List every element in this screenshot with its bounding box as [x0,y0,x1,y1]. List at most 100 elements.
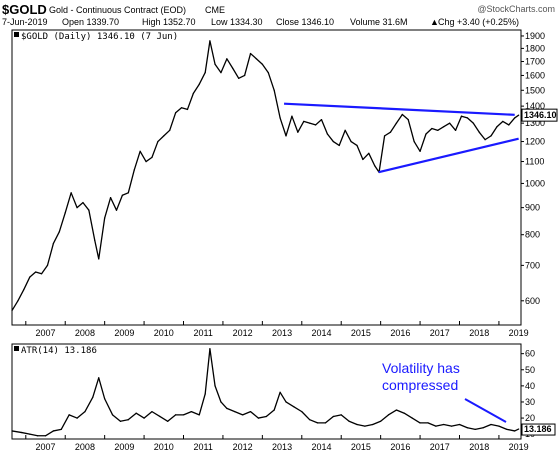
watermark: @StockCharts.com [477,4,555,14]
price-series-segment [297,120,305,133]
atr-series-segment [498,425,508,430]
price-series-segment [238,74,246,79]
price-xtick-label: 2017 [430,328,450,338]
price-series-segment [368,152,376,167]
price-series-segment [261,63,269,74]
price-series-segment [395,113,403,124]
resistance-trendline [283,102,515,116]
atr-series-segment [226,407,236,413]
price-series-segment [303,120,311,124]
atr-series-segment [92,377,100,398]
price-series-segment [378,135,386,173]
price-series-segment [70,192,78,209]
atr-series-segment [466,427,476,430]
price-ytick-label: 1700 [525,57,545,67]
atr-series-segment [257,415,267,419]
price-y-axis: 1900 1800 1700 1600 1500 1400 1300 1200 1100 1000… [521,31,545,306]
atr-series-segment [241,410,252,416]
atr-series-segment [450,423,461,427]
quote-change: Chg +3.40 (+0.25%) [438,17,519,27]
atr-xtick-label: 2017 [430,442,450,452]
atr-panel [11,343,522,440]
atr-xtick-label: 2018 [469,442,489,452]
last-atr-badge-box [521,423,556,436]
price-series-segment [472,122,480,133]
atr-series-segment [182,410,193,416]
atr-xtick-label: 2013 [272,442,292,452]
price-series-segment [186,92,195,111]
price-ytick-label: 1600 [525,70,545,80]
atr-ytick-label: 20 [525,413,535,423]
price-series-segment [180,107,189,111]
price-series-segment [133,150,141,171]
atr-xtick-label: 2015 [351,442,371,452]
atr-xtick-label: 2014 [311,442,331,452]
price-series-segment [460,115,469,119]
price-series-segment [291,115,299,133]
price-series-segment [320,118,329,135]
price-series-segment [437,126,445,131]
price-series-segment [466,117,474,124]
price-xtick-label: 2007 [35,328,55,338]
atr-ytick-label: 40 [525,381,535,391]
atr-series-segment [458,423,469,429]
atr-xtick-label: 2019 [509,442,529,452]
atr-series-segment [60,414,70,430]
last-atr-value: 13.186 [524,424,552,434]
price-series-segment [389,122,398,133]
atr-series-segment [279,391,287,403]
last-price-badge: 1346.10 [521,108,558,122]
atr-xtick-label: 2007 [35,442,55,452]
price-series-segment [309,122,317,126]
price-series-segment [356,144,364,161]
price-x-axis: 2007 2008 2009 2010 2011 2012 2013 2014 2015 2016… [25,321,529,338]
last-price-value: 1346.10 [524,110,557,120]
atr-series-segment [220,401,228,410]
price-ytick-label: 1400 [525,101,545,111]
quote-open: Open 1339.70 [62,17,119,27]
atr-series-segment [506,428,516,432]
price-series-segment [413,140,421,152]
atr-series-segment [474,427,484,430]
atr-series-segment [249,410,260,419]
price-series-segment [64,192,72,214]
price-series-segment [82,201,90,211]
annotation-line1: Volatility has [382,360,460,376]
price-xtick-label: 2011 [194,328,213,338]
atr-series-segment [159,415,169,422]
price-series-segment [115,194,124,211]
atr-series-segment [364,423,374,427]
atr-series-segment [21,431,31,435]
price-series-segment [145,156,153,163]
chg-up-icon: ▲ [430,17,439,27]
atr-series-segment [514,428,520,432]
atr-series-segment [372,420,382,426]
price-series-segment [163,129,171,137]
price-series-segment [332,140,340,147]
price-series-segment [249,52,258,60]
price-series-segment [192,83,200,95]
atr-legend-swatch [14,346,19,351]
price-series-segment [448,122,457,131]
atr-series-segment [293,406,303,413]
price-series-segment [267,71,275,91]
price-series-segment [496,120,504,128]
price-ytick-label: 1200 [525,137,545,147]
price-series-segment [344,129,352,143]
price-series-segment [58,212,66,233]
price-series-segment [326,133,334,143]
atr-series-segment [379,414,390,422]
atr-series-segment [301,410,311,421]
atr-series-segment [309,419,319,424]
price-series-segment [454,115,463,131]
price-series-segment [76,201,84,209]
price-xtick-label: 2009 [114,328,134,338]
atr-series-segment [285,401,295,408]
atr-series-segment [29,433,39,437]
atr-series-segment [435,423,445,427]
trendlines [283,102,519,174]
quote-low: Low 1334.30 [211,17,263,27]
price-series-segment [314,118,323,126]
price-series-segment [374,165,380,173]
